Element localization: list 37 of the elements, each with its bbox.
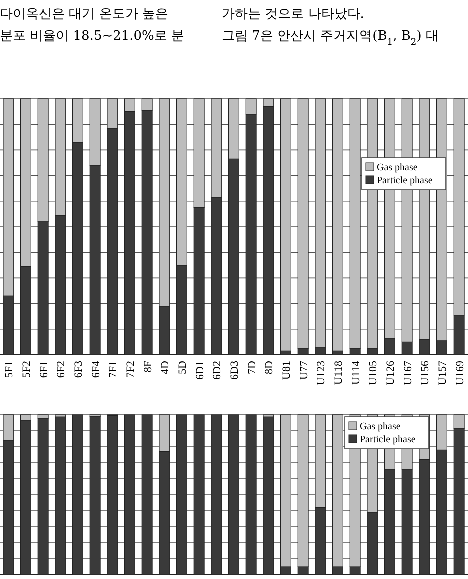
x-tick-label: 6F1 xyxy=(38,361,50,378)
x-tick-label: U118 xyxy=(333,360,345,386)
x-tick-label: 6D2 xyxy=(212,361,224,380)
x-tick-label: 6F2 xyxy=(56,361,68,378)
legend-label: Gas phase xyxy=(377,162,418,174)
x-tick-label: 6D1 xyxy=(194,361,206,380)
x-tick-label: 6F3 xyxy=(73,360,85,378)
x-tick-label: U114 xyxy=(350,360,362,386)
x-tick-label: 8D xyxy=(264,360,276,374)
x-tick-label: U105 xyxy=(368,360,380,386)
text: 다이옥신은 대기 온도가 높은 xyxy=(0,7,168,22)
x-tick-label: 6D3 xyxy=(229,360,241,380)
x-tick-label: 5F1 xyxy=(4,361,16,378)
x-tick-label: 7F1 xyxy=(108,361,120,378)
legend-label: Particle phase xyxy=(360,434,416,446)
x-tick-label: 8F xyxy=(142,361,154,373)
bar xyxy=(280,98,292,352)
legend-label: Gas phase xyxy=(360,422,402,432)
bar xyxy=(332,98,344,352)
x-tick-label: 6F4 xyxy=(90,360,102,378)
caption: 그림 7은 안산시 주거지역(B$_{1}$, B$_{2}$) 대 xyxy=(222,29,439,48)
legend-label: Particle phase xyxy=(377,176,434,186)
x-tick-label: 5D xyxy=(177,360,189,374)
x-tick-label: U169 xyxy=(454,360,466,386)
x-tick-label: 7D xyxy=(246,360,258,374)
x-tick-label: U167 xyxy=(402,360,414,386)
x-tick-label: U156 xyxy=(420,360,432,386)
x-tick-label: 7F2 xyxy=(125,361,137,378)
x-tick-label: U157 xyxy=(437,360,449,386)
text: 분포 비율이 18.5~21.0%로 분 xyxy=(0,29,185,44)
x-tick-label: U126 xyxy=(385,360,397,386)
x-tick-label: U77 xyxy=(298,360,310,380)
x-tick-label: U123 xyxy=(316,360,328,386)
x-tick-label: 5F2 xyxy=(21,361,33,378)
text: 가하는 것으로 나타났다. xyxy=(222,7,364,22)
x-tick-label: U81 xyxy=(281,361,293,380)
x-tick-label: 4D xyxy=(160,360,172,374)
